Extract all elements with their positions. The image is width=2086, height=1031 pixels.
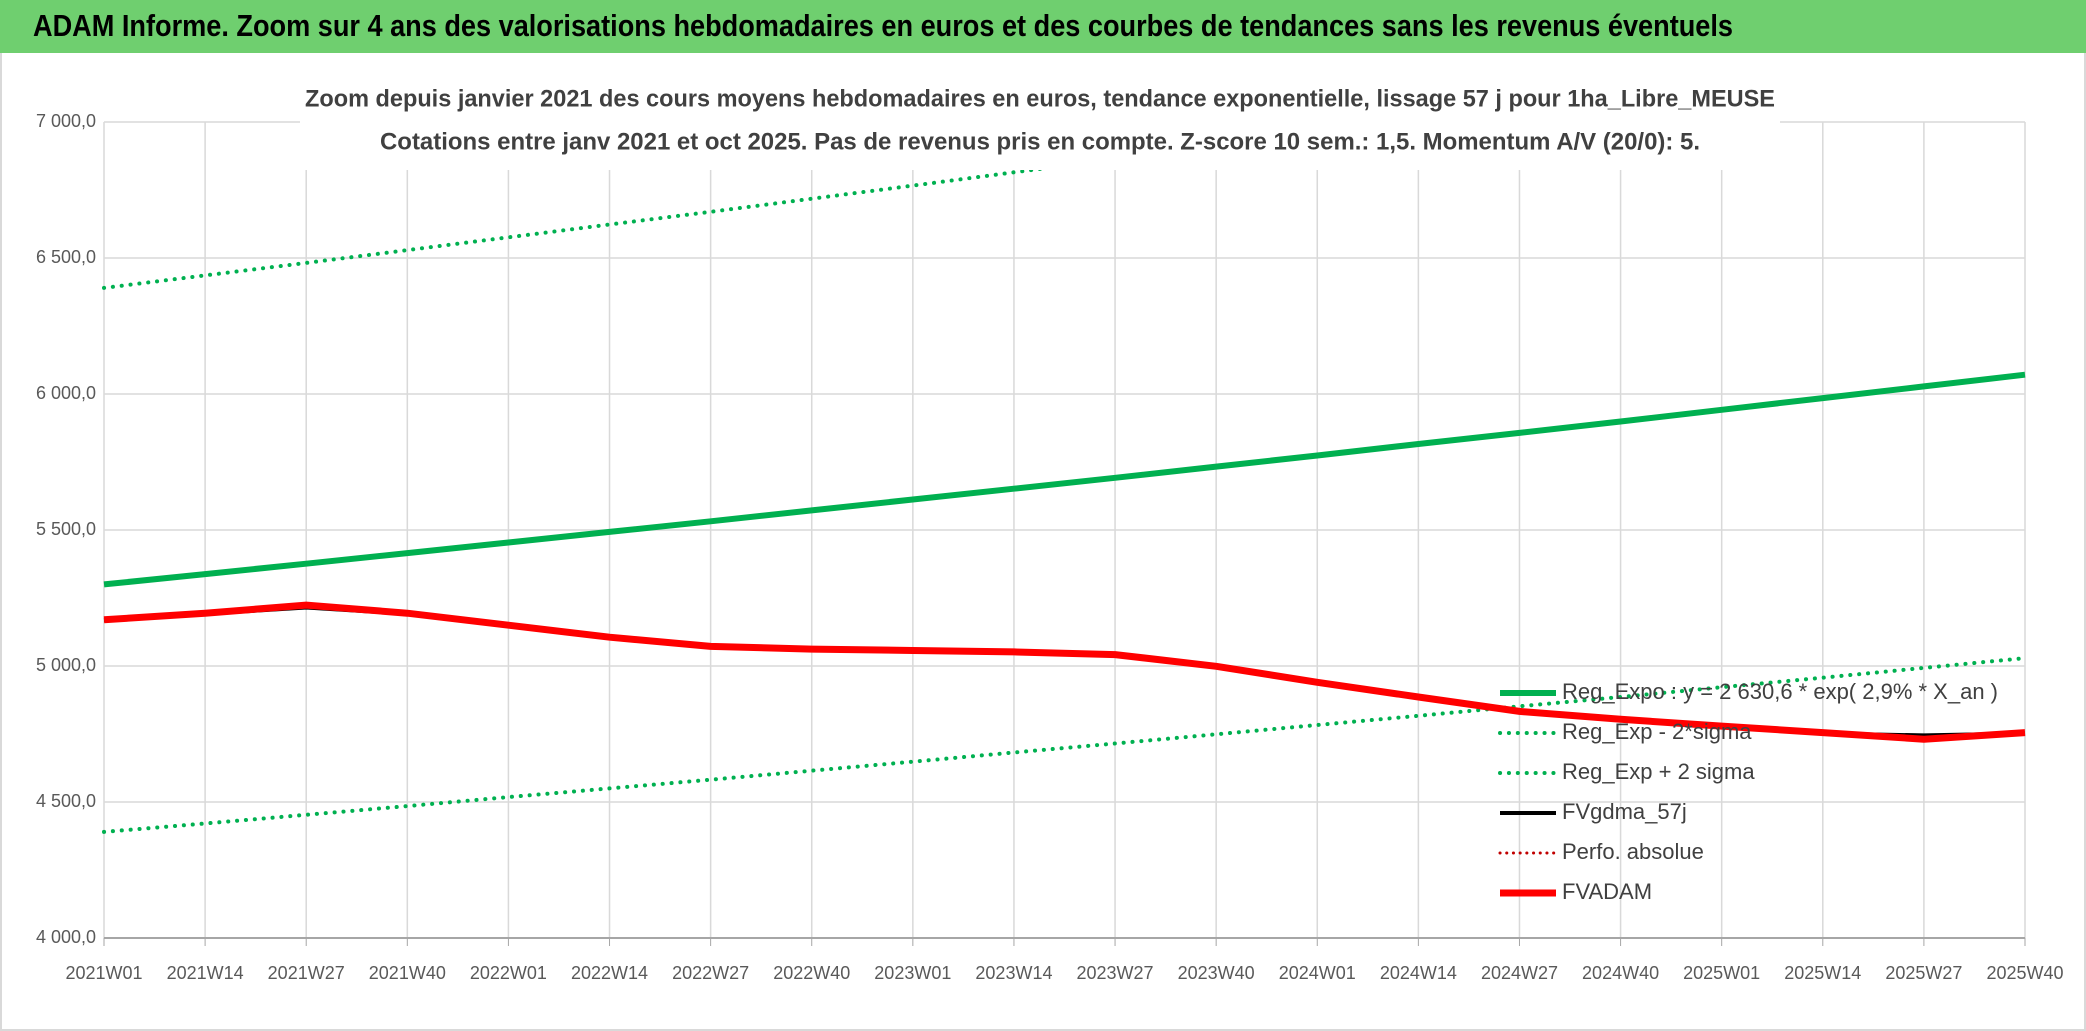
x-tick-label: 2021W27	[268, 963, 345, 983]
series-line	[103, 601, 2026, 743]
subtitle: Cotations entre janv 2021 et oct 2025. P…	[380, 128, 1700, 155]
grid: 4 000,0 4 500,0 5 000,0 5 500,0 6 000,0 6 500…	[36, 111, 2064, 983]
series-line	[103, 371, 2026, 588]
x-tick-label: 2022W27	[672, 963, 749, 983]
x-tick-label: 2023W27	[1077, 963, 1154, 983]
subtitle-box	[300, 80, 1780, 170]
y-tick-label: 4 000,0	[36, 927, 96, 947]
y-tick-label: 4 500,0	[36, 791, 96, 811]
x-tick-label: 2025W14	[1784, 963, 1861, 983]
y-tick-label: 7 000,0	[36, 111, 96, 131]
x-tick-label: 2021W01	[65, 963, 142, 983]
legend-label: Perfo. absolue	[1562, 839, 1704, 864]
legend: Reg_Expo : y = 2 630,6 * exp( 2,9% * X_a…	[1498, 679, 1998, 904]
page-title: ADAM Informe. Zoom sur 4 ans des valoris…	[33, 8, 1733, 43]
x-tick-label: 2022W40	[773, 963, 850, 983]
y-tick-label: 6 500,0	[36, 247, 96, 267]
y-tick-label: 5 500,0	[36, 519, 96, 539]
x-tick-label: 2024W14	[1380, 963, 1457, 983]
y-tick-label: 5 000,0	[36, 655, 96, 675]
x-tick-label: 2022W14	[571, 963, 648, 983]
x-tick-label: 2023W40	[1178, 963, 1255, 983]
y-tick-label: 6 000,0	[36, 383, 96, 403]
x-tick-label: 2023W14	[975, 963, 1052, 983]
legend-label: Reg_Exp + 2 sigma	[1562, 759, 1755, 784]
x-tick-label: 2025W40	[1986, 963, 2063, 983]
legend-label: Reg_Exp - 2*sigma	[1562, 719, 1752, 744]
series-line	[102, 656, 2027, 834]
x-tick-label: 2021W40	[369, 963, 446, 983]
legend-label: Reg_Expo : y = 2 630,6 * exp( 2,9% * X_a…	[1562, 679, 1998, 704]
x-tick-label: 2023W01	[874, 963, 951, 983]
x-tick-label: 2021W14	[167, 963, 244, 983]
subtitle: Zoom depuis janvier 2021 des cours moyen…	[305, 85, 1775, 112]
x-tick-label: 2025W27	[1885, 963, 1962, 983]
x-tick-label: 2024W40	[1582, 963, 1659, 983]
x-tick-label: 2022W01	[470, 963, 547, 983]
header-bar	[0, 0, 2086, 53]
legend-label: FVgdma_57j	[1562, 799, 1687, 824]
x-tick-label: 2024W01	[1279, 963, 1356, 983]
x-tick-label: 2024W27	[1481, 963, 1558, 983]
legend-label: FVADAM	[1562, 879, 1652, 904]
x-tick-label: 2025W01	[1683, 963, 1760, 983]
